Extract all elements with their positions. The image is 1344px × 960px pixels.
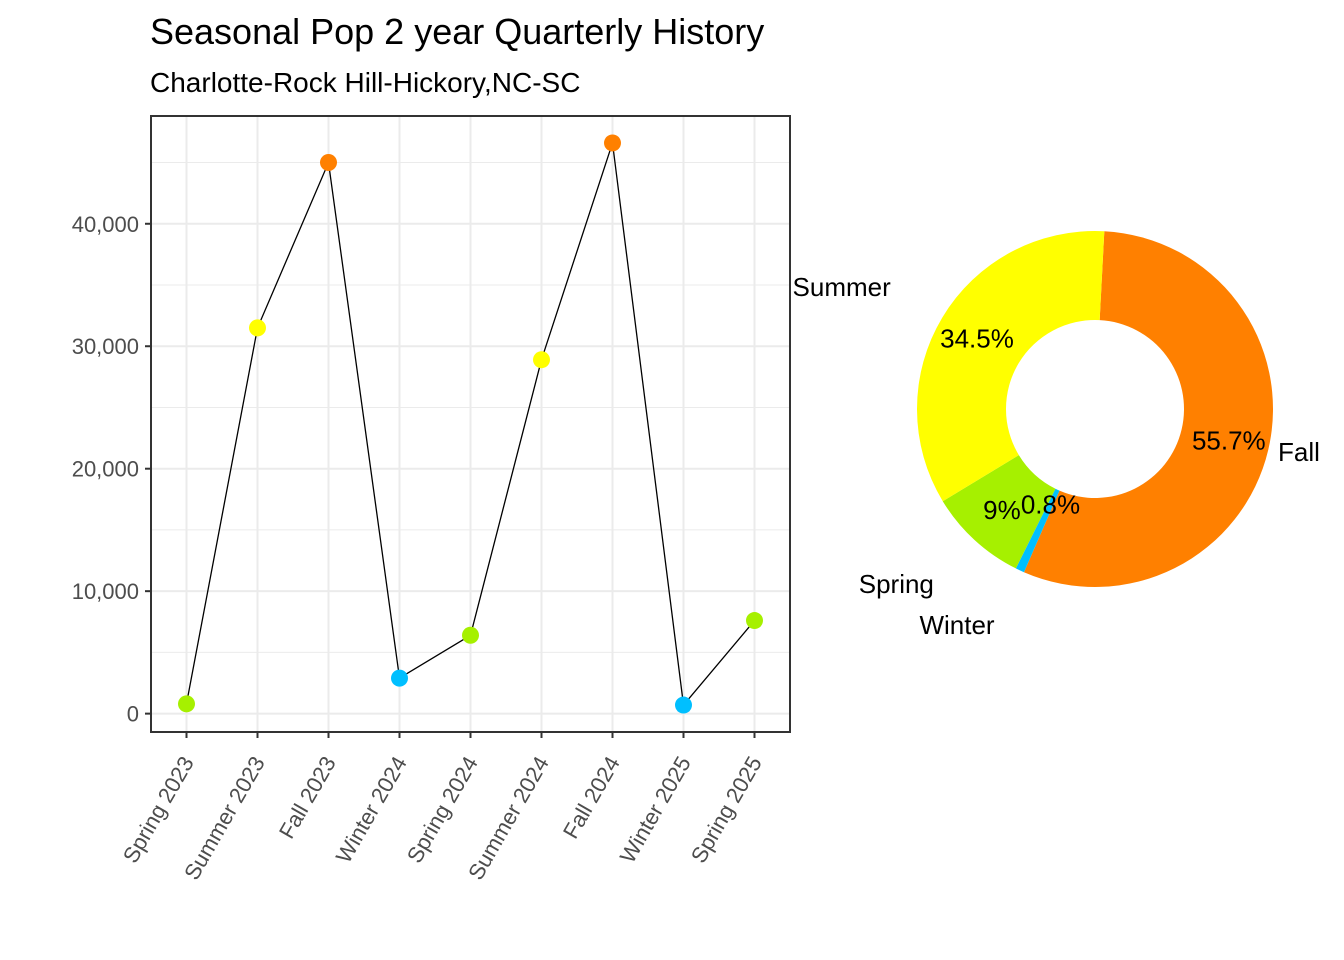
x-tick-label: Winter 2024: [331, 752, 412, 867]
x-tick-label: Fall 2024: [558, 752, 625, 843]
x-tick-label: Spring 2023: [118, 752, 199, 867]
data-point: [604, 134, 621, 152]
x-tick-label: Spring 2025: [686, 752, 767, 867]
donut-slice-winter: [1015, 488, 1060, 573]
chart-title: Seasonal Pop 2 year Quarterly History: [150, 11, 764, 52]
donut-slices: [917, 231, 1273, 587]
donut-chart: 55.7% Fall 0.8% Winter 9% Spring 34.5% Summer: [793, 231, 1320, 640]
donut-slice-spring: [942, 455, 1056, 569]
data-point: [391, 669, 408, 687]
y-tick-label: 10,000: [72, 579, 139, 604]
data-point: [462, 626, 479, 644]
donut-percent-label: 55.7%: [1192, 426, 1266, 456]
x-tick-label: Winter 2025: [615, 752, 696, 867]
y-tick-label: 40,000: [72, 212, 139, 237]
x-tick-label: Fall 2023: [274, 752, 341, 843]
y-tick-label: 0: [127, 702, 139, 727]
data-point: [249, 319, 266, 337]
donut-labels: 55.7% Fall 0.8% Winter 9% Spring 34.5% Summer: [793, 272, 1320, 640]
donut-category-label: Fall: [1278, 437, 1320, 467]
data-point: [320, 154, 337, 172]
data-point: [746, 612, 763, 630]
donut-slice-fall: [1023, 231, 1273, 587]
donut-category-label: Spring: [859, 569, 934, 599]
donut-percent-label: 0.8%: [1021, 490, 1080, 520]
data-point: [675, 696, 692, 714]
donut-slice-summer: [917, 231, 1105, 502]
y-tick-label: 20,000: [72, 457, 139, 482]
y-tick-label: 30,000: [72, 334, 139, 359]
x-tick-label: Spring 2024: [402, 752, 483, 867]
line-points: [178, 134, 763, 714]
donut-category-label: Summer: [793, 272, 892, 302]
data-point: [533, 351, 550, 369]
data-point: [178, 695, 195, 713]
donut-category-label: Winter: [919, 610, 994, 640]
donut-percent-label: 34.5%: [940, 323, 1014, 353]
chart-subtitle: Charlotte-Rock Hill-Hickory,NC-SC: [150, 67, 580, 98]
donut-percent-label: 9%: [983, 495, 1021, 525]
